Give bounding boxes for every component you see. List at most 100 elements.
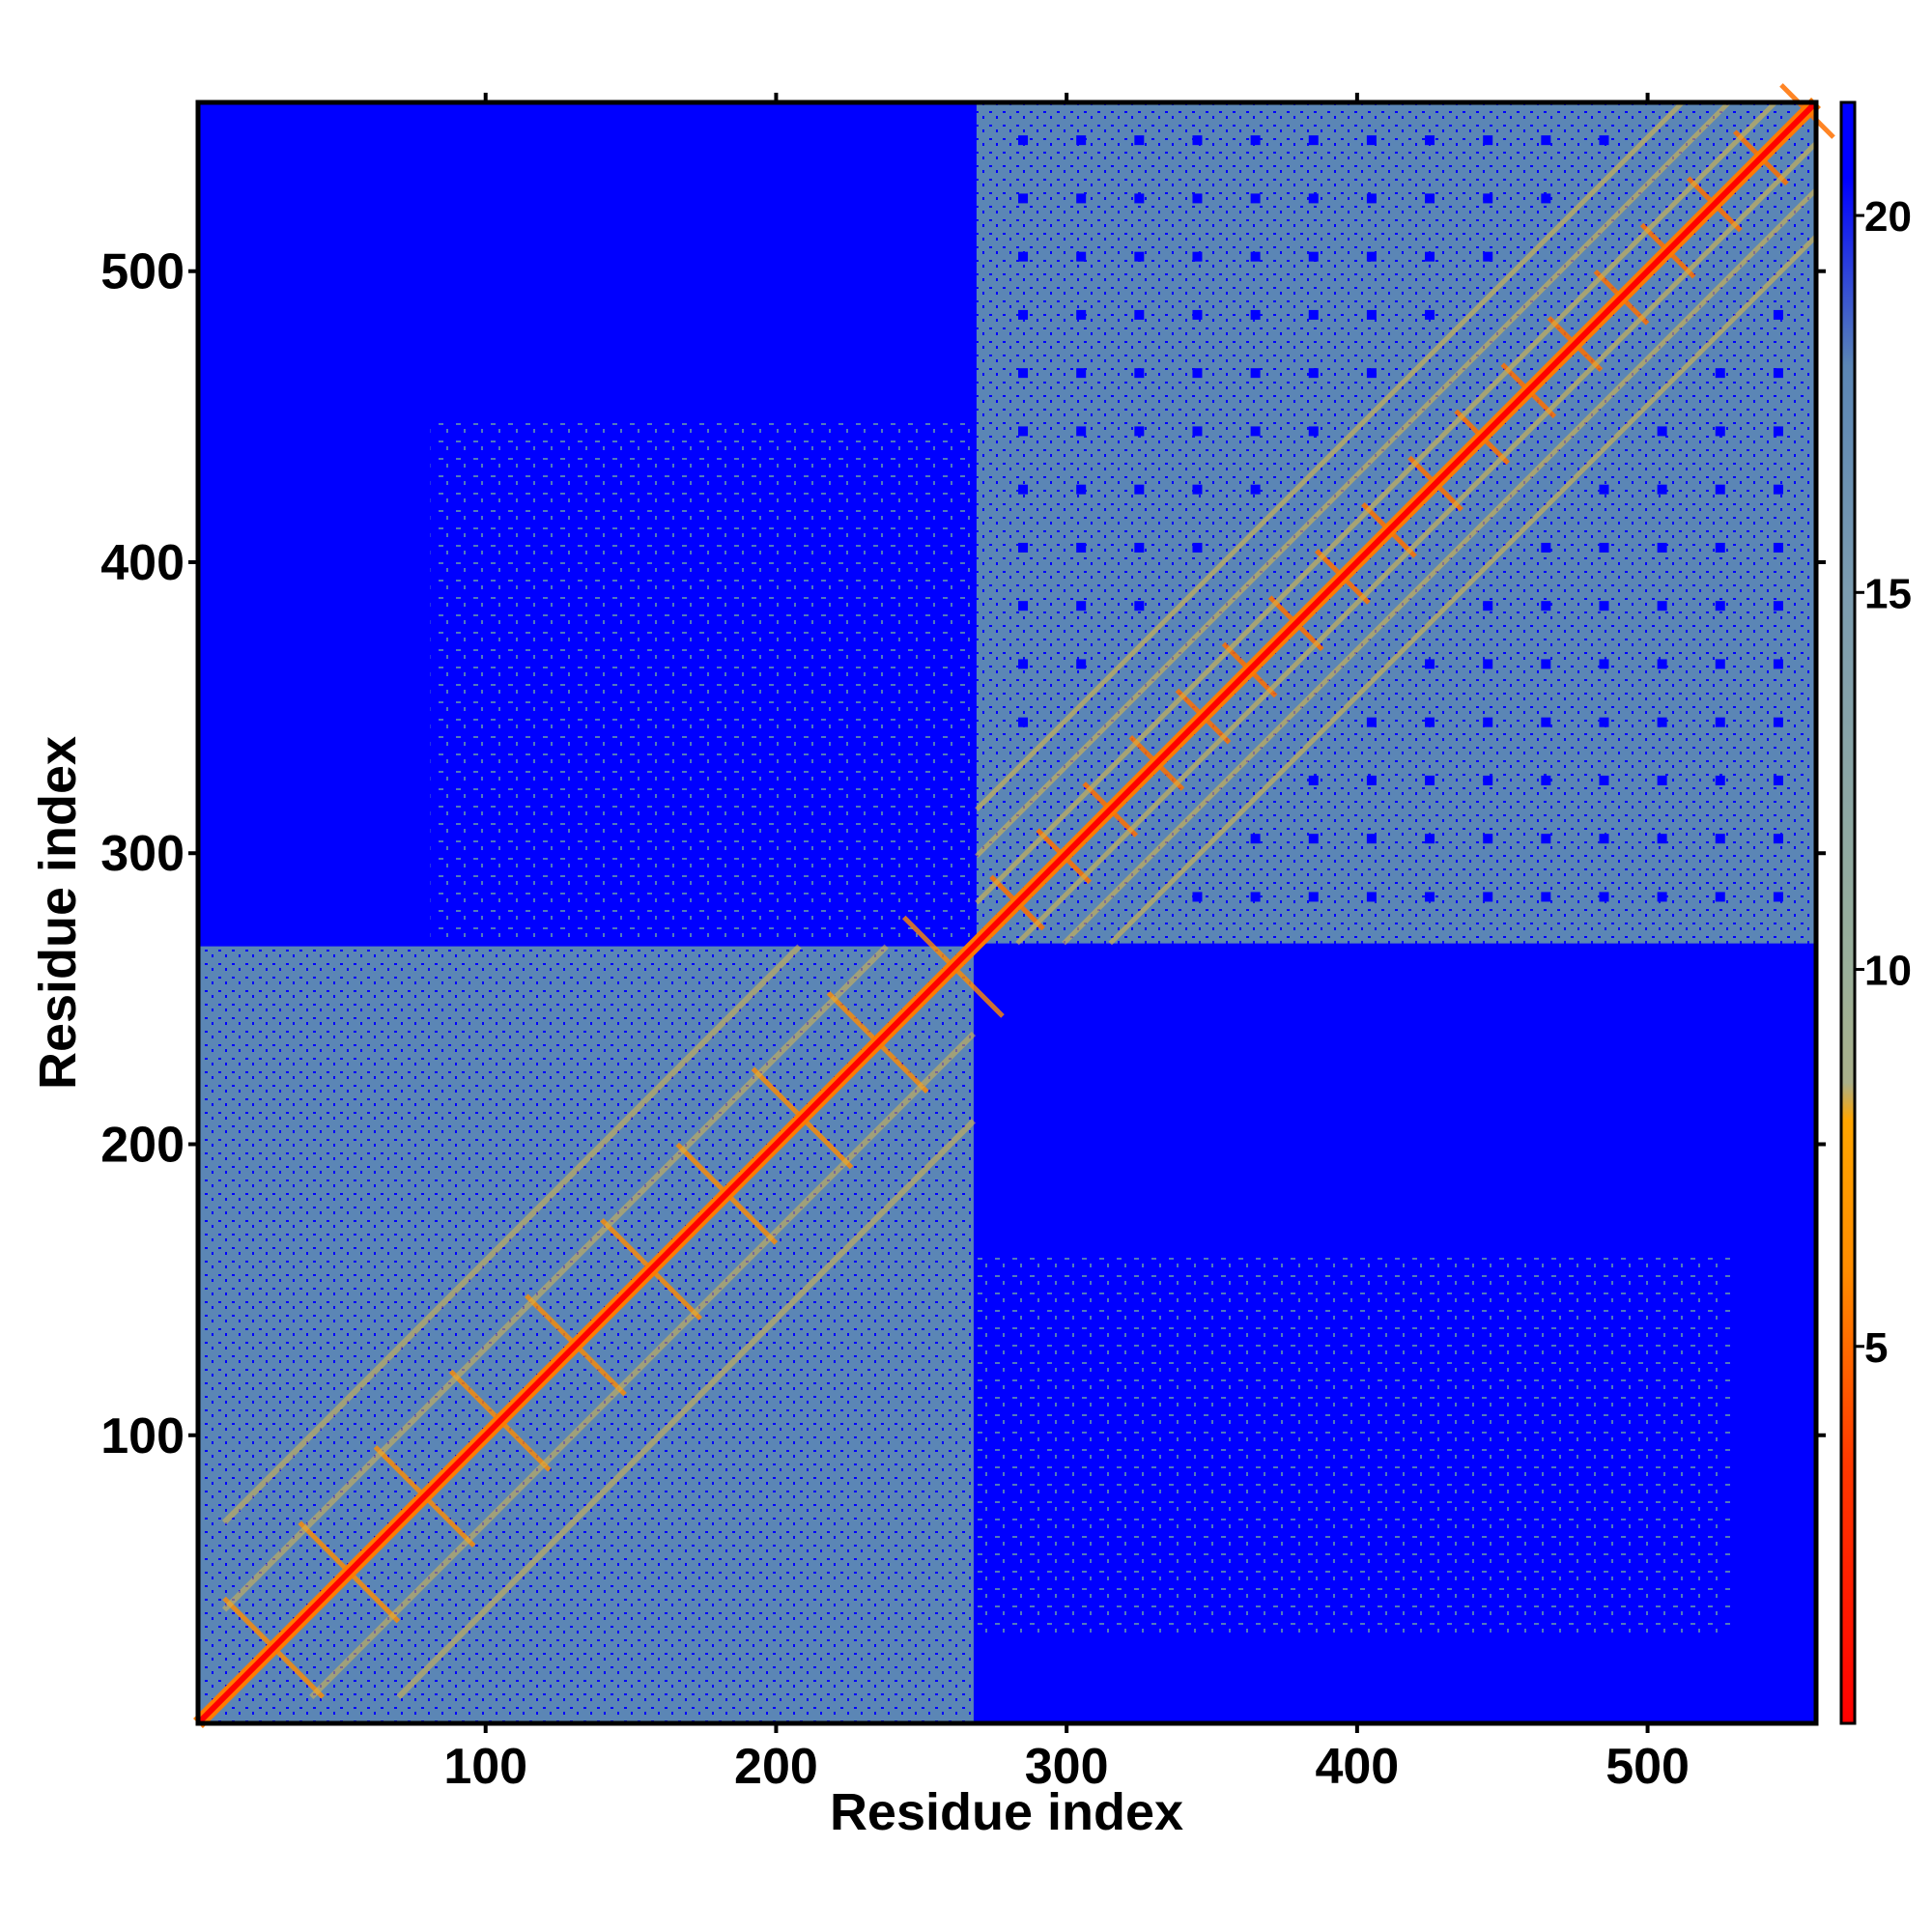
distance-hole [1076,193,1087,204]
contact-band [1015,141,1818,946]
distance-hole [1134,542,1145,553]
distance-hole [1192,309,1203,320]
distance-hole [1018,484,1029,495]
distance-hole [1773,484,1783,495]
distance-hole [1018,601,1029,611]
distance-hole [1657,659,1667,669]
distance-hole [1657,542,1667,553]
distance-hole [1192,251,1203,262]
distance-hole [1483,193,1493,204]
distance-hole [1076,542,1087,553]
distance-hole [1541,601,1551,611]
distance-hole [1599,717,1609,727]
y-tick-label: 300 [100,826,185,882]
distance-hole [1773,834,1783,844]
distance-hole [1134,135,1145,146]
distance-hole [1773,717,1783,727]
x-tick-label: 400 [1315,1739,1399,1795]
distance-hole [1599,135,1609,146]
distance-hole [1134,193,1145,204]
distance-hole [1308,309,1319,320]
y-tick-label: 400 [100,535,185,591]
x-axis-title: Residue index [830,1783,1183,1841]
distance-hole [1715,892,1725,902]
distance-hole [1483,601,1493,611]
distance-hole [1250,135,1261,146]
distance-hole [1018,717,1029,727]
distance-hole [1134,309,1145,320]
distance-hole [1541,717,1551,727]
x-axis: 100 200 300 400 500 [443,93,1690,1795]
distance-hole [1250,309,1261,320]
distance-hole [1308,251,1319,262]
distance-hole [1076,601,1087,611]
y-axis-title: Residue index [29,736,87,1090]
distance-hole [1599,892,1609,902]
distance-hole [1715,542,1725,553]
distance-hole [1250,251,1261,262]
contact-band [221,944,802,1525]
distance-hole [1366,309,1377,320]
distance-hole [1134,601,1145,611]
distance-hole [1425,135,1435,146]
distance-hole [1250,892,1261,902]
distance-hole [1076,484,1087,495]
distance-hole [1250,834,1261,844]
distance-hole [1715,484,1725,495]
contact-band [975,100,1731,859]
distance-hole [1483,717,1493,727]
contact-band [1108,234,1818,946]
colorbar-tick-label: 5 [1864,1324,1888,1372]
distance-hole [1715,775,1725,785]
interdomain-speckle-upper [430,419,974,944]
distance-hole [1657,426,1667,437]
distance-hole [1366,251,1377,262]
colorbar-tick-label: 10 [1864,948,1912,995]
distance-hole [1192,426,1203,437]
distance-hole [1018,368,1029,379]
diagonal [195,99,1819,1726]
distance-hole [1134,426,1145,437]
distance-hole [1425,251,1435,262]
distance-hole [1657,834,1667,844]
contact-band [396,1119,977,1700]
distance-hole [1076,659,1087,669]
y-tick-label: 200 [100,1117,185,1173]
x-tick-label: 300 [1025,1739,1109,1795]
distance-hole [1715,368,1725,379]
distance-hole [1018,659,1029,669]
distance-hole [1483,251,1493,262]
distance-hole [1773,426,1783,437]
distance-hole [1657,601,1667,611]
distance-hole [1657,484,1667,495]
distance-hole [1599,775,1609,785]
distance-hole [1134,368,1145,379]
distance-hole [1366,135,1377,146]
distance-hole [1134,484,1145,495]
distance-hole [1425,309,1435,320]
colorbar-tick-label: 20 [1864,193,1912,241]
distance-hole [1308,775,1319,785]
distance-hole [1192,892,1203,902]
distance-hole [1308,193,1319,204]
distance-hole [1541,542,1551,553]
distance-hole [1425,892,1435,902]
distance-hole [1308,892,1319,902]
distance-hole [1773,892,1783,902]
distance-hole [1483,834,1493,844]
distance-hole [1425,834,1435,844]
contact-band [975,100,1777,905]
distance-hole [1018,309,1029,320]
distance-hole [1425,659,1435,669]
y-tick-label: 100 [100,1408,185,1464]
distance-hole [1366,368,1377,379]
distance-hole [1076,135,1087,146]
distance-hole [1308,426,1319,437]
distance-hole [1250,193,1261,204]
distance-hole [1192,193,1203,204]
contact-band [221,944,889,1612]
distance-hole [1076,251,1087,262]
distance-hole [1308,135,1319,146]
distance-hole [1715,601,1725,611]
distance-hole [1541,193,1551,204]
